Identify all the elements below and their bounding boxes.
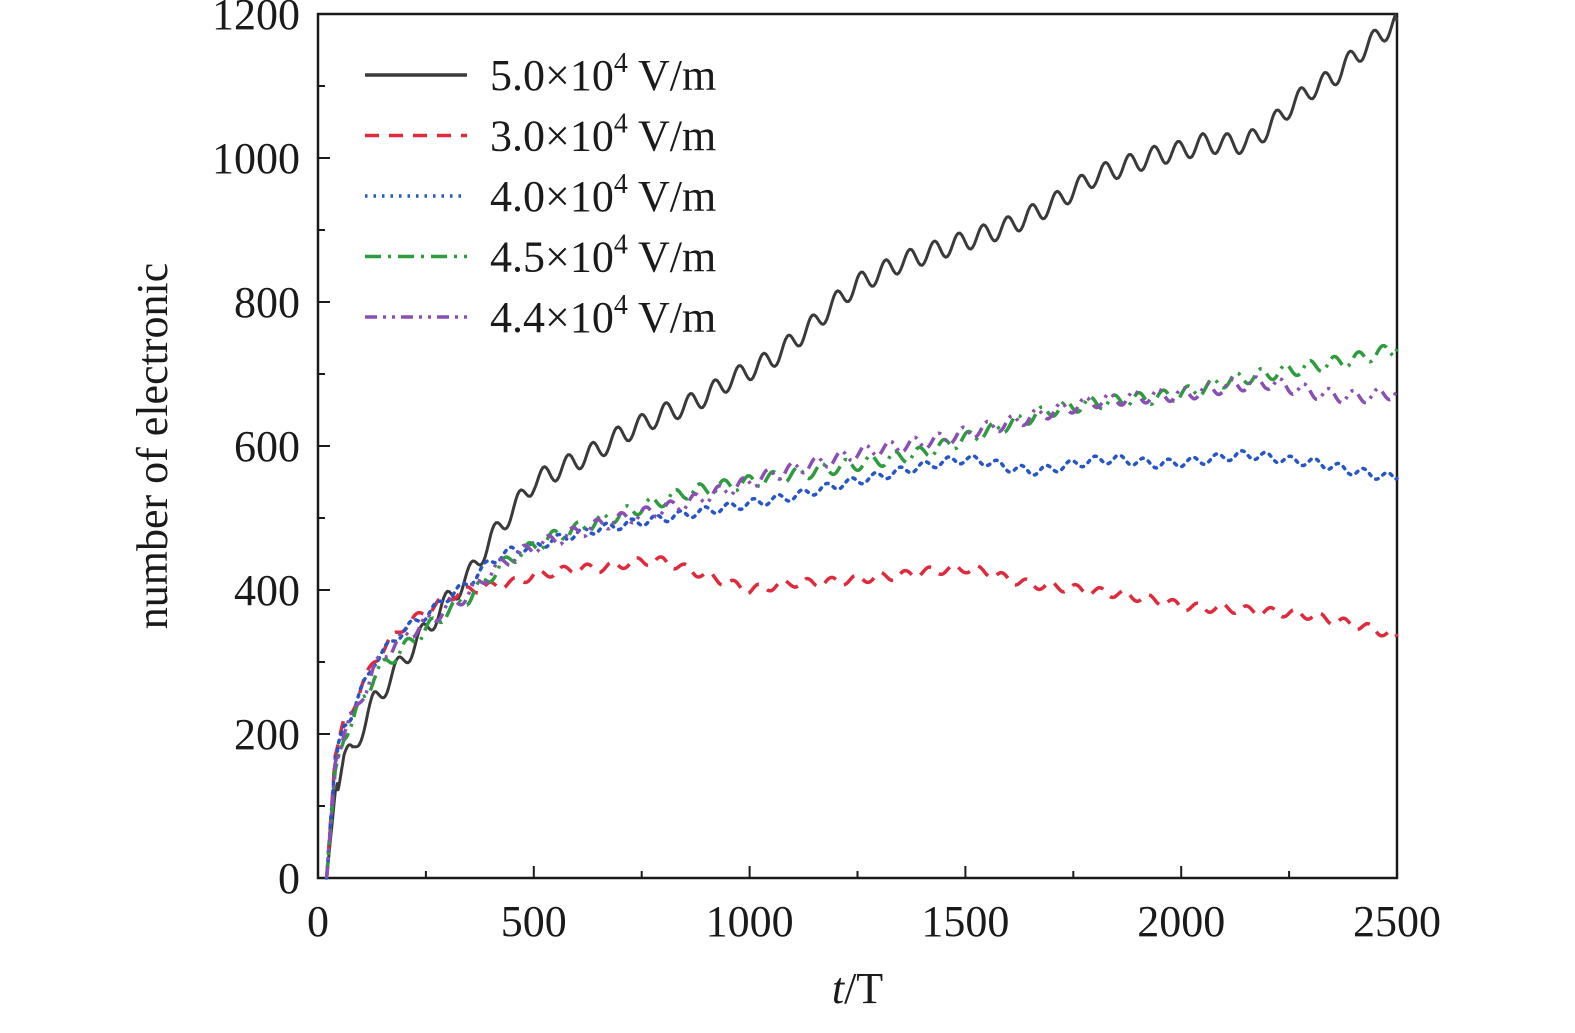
- x-tick-label: 2000: [1137, 897, 1225, 946]
- legend-label: 3.0×104 V/m: [490, 109, 716, 161]
- series-line-4: [324, 343, 1399, 879]
- legend-label: 4.5×104 V/m: [490, 230, 716, 282]
- legend-label: 4.0×104 V/m: [490, 169, 716, 221]
- plot-area: 0 500 1000 1500 2000 2500 0 200 400 600 800 1000 120…: [212, 0, 1441, 946]
- x-tick-label: 2500: [1353, 897, 1441, 946]
- y-tick-label: 800: [234, 278, 300, 327]
- y-tick-label: 1000: [212, 134, 300, 183]
- series-line-3: [324, 449, 1399, 880]
- x-tick-label: 1000: [706, 897, 794, 946]
- legend: 5.0×104 V/m 3.0×104 V/m 4.0×104 V/m 4.5×104…: [365, 48, 716, 342]
- x-axis-title-italic: t: [832, 964, 846, 1013]
- series-line-2: [324, 555, 1399, 879]
- plot-frame: [316, 12, 1399, 880]
- y-tick-label: 0: [278, 854, 300, 903]
- series-lines: [324, 13, 1399, 880]
- y-tick-label: 200: [234, 710, 300, 759]
- x-axis-title-rest: /T: [844, 964, 883, 1013]
- x-tick-label: 1500: [921, 897, 1009, 946]
- series-line-1: [325, 13, 1399, 879]
- legend-label: 4.4×104 V/m: [490, 290, 716, 342]
- legend-label: 5.0×104 V/m: [490, 48, 716, 100]
- x-axis-title: t/T: [832, 964, 883, 1013]
- axis-ticks: 0 500 1000 1500 2000 2500 0 200 400 600 800 1000 120…: [212, 0, 1441, 946]
- x-tick-label: 0: [307, 897, 329, 946]
- y-tick-label: 400: [234, 566, 300, 615]
- y-tick-label: 1200: [212, 0, 300, 39]
- y-axis-title: number of electronic: [128, 263, 177, 630]
- y-tick-label: 600: [234, 422, 300, 471]
- x-tick-label: 500: [501, 897, 567, 946]
